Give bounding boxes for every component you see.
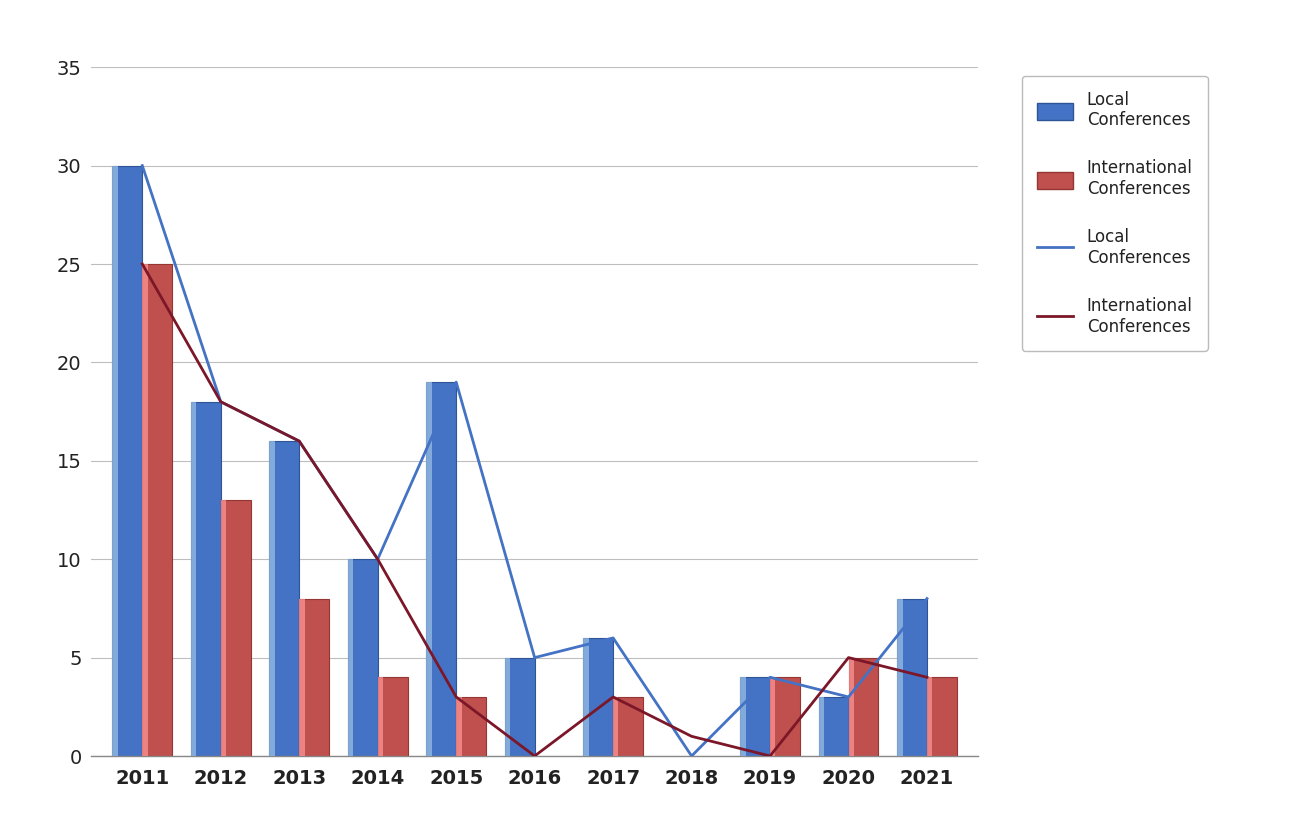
Bar xyxy=(819,697,849,756)
Bar xyxy=(220,500,250,756)
Bar xyxy=(771,677,776,756)
Bar xyxy=(112,165,117,756)
Bar xyxy=(741,677,771,756)
Bar xyxy=(426,382,432,756)
Bar xyxy=(456,697,486,756)
Bar xyxy=(583,638,588,756)
Bar xyxy=(112,165,142,756)
Bar xyxy=(378,677,408,756)
Bar xyxy=(142,264,147,756)
Bar xyxy=(270,441,275,756)
Bar xyxy=(299,599,305,756)
Bar xyxy=(897,599,927,756)
Bar xyxy=(819,697,824,756)
Bar xyxy=(583,638,613,756)
Bar xyxy=(142,264,172,756)
Bar xyxy=(348,559,353,756)
Bar xyxy=(190,402,197,756)
Bar xyxy=(897,599,902,756)
Bar xyxy=(456,697,462,756)
Bar xyxy=(927,677,957,756)
Legend: Local
Conferences, International
Conferences, Local
Conferences, International
C: Local Conferences, International Confere… xyxy=(1022,76,1208,351)
Bar xyxy=(378,677,383,756)
Bar xyxy=(348,559,378,756)
Bar xyxy=(849,658,854,756)
Bar xyxy=(270,441,299,756)
Bar xyxy=(927,677,932,756)
Bar xyxy=(613,697,618,756)
Bar xyxy=(741,677,746,756)
Bar xyxy=(771,677,799,756)
Bar xyxy=(505,658,510,756)
Bar xyxy=(849,658,879,756)
Bar xyxy=(190,402,220,756)
Bar xyxy=(505,658,535,756)
Bar xyxy=(613,697,643,756)
Bar xyxy=(220,500,226,756)
Bar xyxy=(299,599,329,756)
Bar xyxy=(426,382,456,756)
